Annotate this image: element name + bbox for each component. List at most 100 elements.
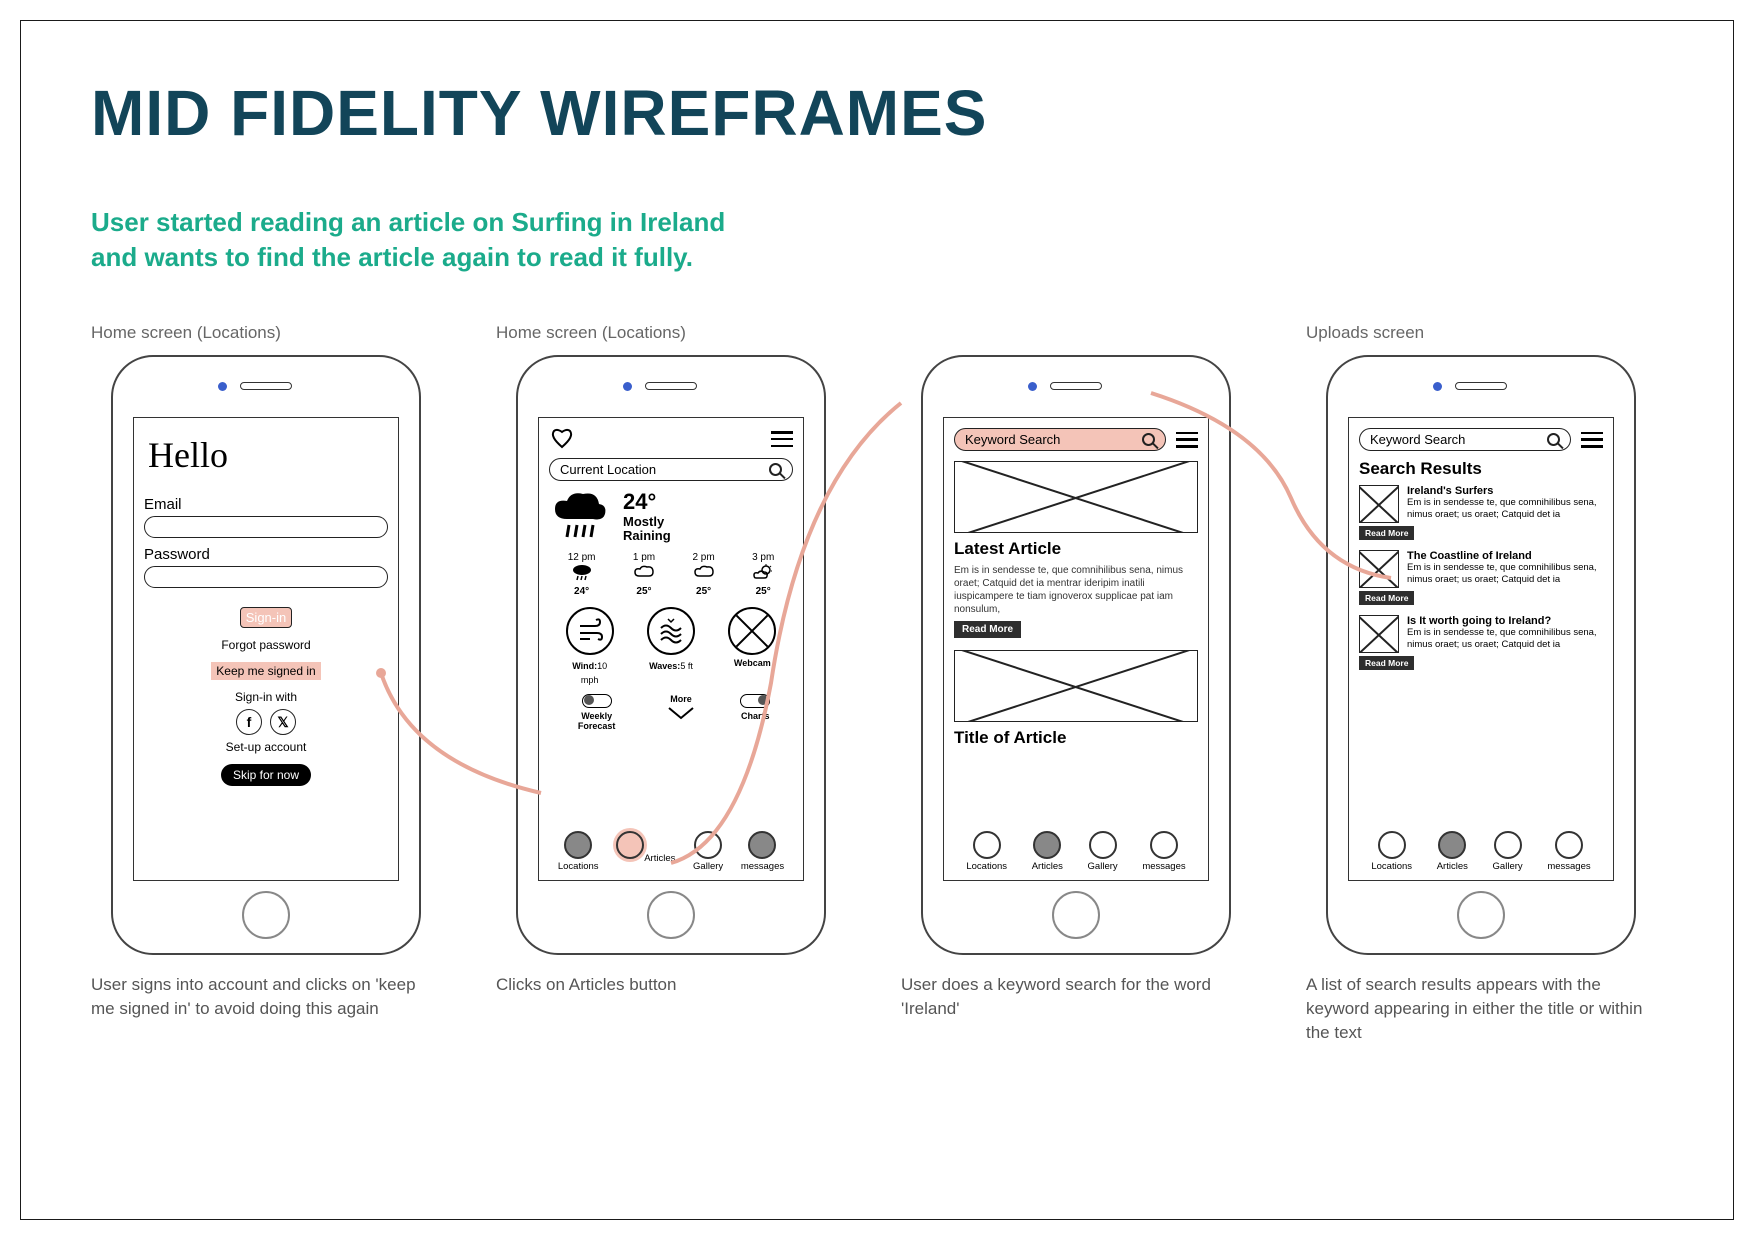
result-thumb <box>1359 615 1399 653</box>
nav-label: messages <box>741 861 784 872</box>
rain-cloud-icon <box>549 489 611 543</box>
search-result-item[interactable]: Is It worth going to Ireland? Em is in s… <box>1359 615 1603 670</box>
hamburger-icon[interactable] <box>1581 432 1603 448</box>
nav-gallery[interactable]: Gallery <box>1088 831 1118 872</box>
nav-label: Locations <box>1371 861 1412 872</box>
hamburger-icon[interactable] <box>771 431 793 447</box>
search-result-item[interactable]: Ireland's Surfers Em is in sendesse te, … <box>1359 485 1603 540</box>
wind-feature[interactable]: Wind:10 mph <box>564 607 616 686</box>
nav-articles[interactable]: Articles <box>1032 831 1063 872</box>
nav-locations[interactable]: Locations <box>1371 831 1412 872</box>
toggle-label: Weekly Forecast <box>572 711 622 731</box>
waves-label: Waves: <box>649 661 680 671</box>
password-field[interactable] <box>144 566 388 588</box>
speaker-slot <box>240 382 292 390</box>
nav-locations[interactable]: Locations <box>558 831 599 872</box>
phone-2: Current Location 24° Mostly Raining 12 p… <box>516 355 826 955</box>
nav-messages[interactable]: messages <box>1547 831 1590 872</box>
location-field[interactable]: Current Location <box>549 458 793 481</box>
home-button[interactable] <box>1457 891 1505 939</box>
home-button[interactable] <box>1052 891 1100 939</box>
label-above-4: Uploads screen <box>1306 323 1656 345</box>
nav-label: Articles <box>1032 861 1063 872</box>
bottom-nav: Locations Articles Gallery messages <box>1359 831 1603 872</box>
heart-icon[interactable] <box>549 428 575 450</box>
hour-time: 2 pm <box>692 552 714 563</box>
toggle-label: Charts <box>740 711 770 721</box>
email-field[interactable] <box>144 516 388 538</box>
rain-icon <box>571 563 593 581</box>
article-image-placeholder <box>954 461 1198 533</box>
webcam-placeholder-icon <box>728 607 776 655</box>
waves-icon <box>647 607 695 655</box>
location-value: Current Location <box>560 462 656 477</box>
read-more-button[interactable]: Read More <box>954 621 1021 638</box>
search-placeholder: Keyword Search <box>1370 432 1465 447</box>
col-4: Uploads screen Keyword Search Search Res… <box>1306 323 1656 1044</box>
caption-4: A list of search results appears with th… <box>1306 973 1656 1044</box>
result-snippet: Em is in sendesse te, que comnihilibus s… <box>1407 562 1603 585</box>
facebook-icon[interactable]: f <box>236 709 262 735</box>
keyword-search-field[interactable]: Keyword Search <box>954 428 1166 451</box>
result-thumb <box>1359 485 1399 523</box>
weekly-forecast-toggle[interactable]: Weekly Forecast <box>572 694 622 731</box>
home-button[interactable] <box>647 891 695 939</box>
twitter-icon[interactable]: 𝕏 <box>270 709 296 735</box>
setup-account-link[interactable]: Set-up account <box>144 740 388 754</box>
result-thumb <box>1359 550 1399 588</box>
read-more-button[interactable]: Read More <box>1359 591 1414 605</box>
hour-time: 3 pm <box>752 552 774 563</box>
scenario-line-2: and wants to find the article again to r… <box>91 242 693 272</box>
hour-temp: 24° <box>568 586 596 597</box>
waves-feature[interactable]: Waves:5 ft <box>645 607 697 686</box>
col-1: Home screen (Locations) Hello Email Pass… <box>91 323 441 1044</box>
nav-gallery[interactable]: Gallery <box>1493 831 1523 872</box>
screen-signin: Hello Email Password Sign-in Forgot pass… <box>133 417 399 881</box>
scenario-text: User started reading an article on Surfi… <box>91 205 991 275</box>
second-article-title: Title of Article <box>954 728 1198 748</box>
skip-for-now-button[interactable]: Skip for now <box>221 764 311 786</box>
signin-button[interactable]: Sign-in <box>240 607 292 628</box>
article-image-placeholder <box>954 650 1198 722</box>
nav-articles[interactable]: Articles <box>616 831 675 872</box>
read-more-button[interactable]: Read More <box>1359 656 1414 670</box>
camera-dot <box>1433 382 1442 391</box>
webcam-feature[interactable]: Webcam <box>726 607 778 686</box>
bottom-nav: Locations Articles Gallery messages <box>954 831 1198 872</box>
caption-1: User signs into account and clicks on 'k… <box>91 973 441 1021</box>
hamburger-icon[interactable] <box>1176 432 1198 448</box>
wind-icon <box>566 607 614 655</box>
forgot-password-link[interactable]: Forgot password <box>144 638 388 652</box>
nav-gallery[interactable]: Gallery <box>693 831 723 872</box>
keep-signed-in[interactable]: Keep me signed in <box>211 662 320 680</box>
camera-dot <box>218 382 227 391</box>
nav-label: messages <box>1547 861 1590 872</box>
nav-messages[interactable]: messages <box>741 831 784 872</box>
bottom-nav: Locations Articles Gallery messages <box>549 831 793 872</box>
nav-articles[interactable]: Articles <box>1437 831 1468 872</box>
partly-sunny-icon <box>752 563 774 581</box>
label-above-3 <box>901 323 1251 345</box>
result-title: The Coastline of Ireland <box>1407 550 1603 562</box>
search-result-item[interactable]: The Coastline of Ireland Em is in sendes… <box>1359 550 1603 605</box>
search-results-heading: Search Results <box>1359 459 1603 479</box>
nav-locations[interactable]: Locations <box>966 831 1007 872</box>
caption-2: Clicks on Articles button <box>496 973 846 997</box>
greeting-heading: Hello <box>148 434 388 476</box>
charts-toggle[interactable]: Charts <box>740 694 770 721</box>
hour-time: 1 pm <box>633 552 655 563</box>
signin-with-label: Sign-in with <box>144 690 388 704</box>
nav-messages[interactable]: messages <box>1142 831 1185 872</box>
result-title: Is It worth going to Ireland? <box>1407 615 1603 627</box>
keyword-search-field[interactable]: Keyword Search <box>1359 428 1571 451</box>
nav-label: Articles <box>644 853 675 864</box>
search-icon <box>1142 433 1155 446</box>
nav-label: Gallery <box>693 861 723 872</box>
read-more-button[interactable]: Read More <box>1359 526 1414 540</box>
home-button[interactable] <box>242 891 290 939</box>
hour-temp: 25° <box>633 586 655 597</box>
more-button[interactable]: More <box>667 694 695 722</box>
nav-label: Gallery <box>1088 861 1118 872</box>
phone-3: Keyword Search Latest Article Em is in s… <box>921 355 1231 955</box>
speaker-slot <box>645 382 697 390</box>
